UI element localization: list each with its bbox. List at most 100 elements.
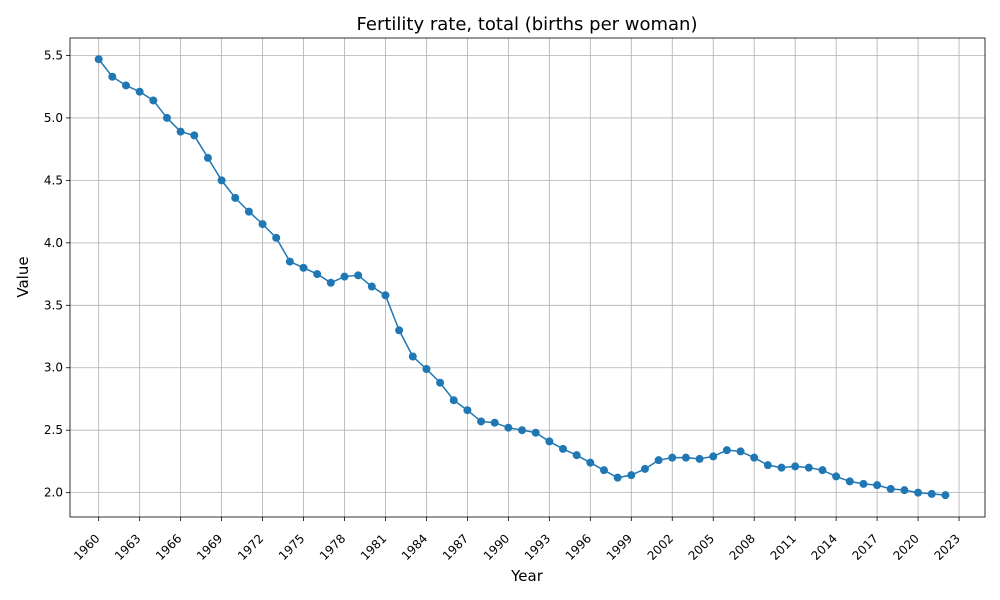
y-tick-label: 2.0 bbox=[44, 486, 63, 500]
y-tick-label: 4.5 bbox=[44, 173, 63, 187]
x-tick-label: 1966 bbox=[153, 531, 184, 562]
data-point bbox=[285, 257, 294, 266]
y-axis-label: Value bbox=[14, 256, 32, 297]
data-point bbox=[804, 463, 813, 472]
data-point bbox=[627, 471, 636, 480]
data-point bbox=[217, 176, 226, 185]
data-point bbox=[326, 278, 335, 287]
data-point bbox=[449, 396, 458, 405]
x-tick-label: 1975 bbox=[276, 531, 307, 562]
data-point bbox=[668, 453, 677, 462]
data-point bbox=[709, 452, 718, 461]
data-point bbox=[408, 352, 417, 361]
data-point bbox=[149, 96, 158, 105]
x-tick-label: 1990 bbox=[481, 531, 512, 562]
data-point bbox=[395, 326, 404, 335]
data-point bbox=[518, 426, 527, 435]
plot-area bbox=[69, 37, 986, 518]
data-point bbox=[791, 462, 800, 471]
data-point bbox=[135, 87, 144, 96]
data-point bbox=[244, 207, 253, 216]
data-point bbox=[859, 479, 868, 488]
data-point bbox=[845, 477, 854, 486]
x-tick-label: 2002 bbox=[645, 531, 676, 562]
data-point bbox=[777, 463, 786, 472]
y-tick-label: 4.0 bbox=[44, 236, 63, 250]
x-tick-label: 1978 bbox=[317, 531, 348, 562]
data-point bbox=[340, 272, 349, 281]
data-point bbox=[586, 458, 595, 467]
data-point bbox=[832, 472, 841, 481]
data-point bbox=[108, 72, 117, 81]
data-point bbox=[354, 271, 363, 280]
x-tick-label: 2008 bbox=[727, 531, 758, 562]
data-point bbox=[313, 270, 322, 279]
data-point bbox=[572, 451, 581, 460]
data-point bbox=[914, 488, 923, 497]
data-point bbox=[436, 378, 445, 387]
x-tick-label: 2017 bbox=[849, 531, 880, 562]
x-tick-label: 1969 bbox=[194, 531, 225, 562]
x-tick-label: 1996 bbox=[563, 531, 594, 562]
x-tick-label: 2023 bbox=[931, 531, 962, 562]
y-tick-label: 2.5 bbox=[44, 423, 63, 437]
chart-title: Fertility rate, total (births per woman) bbox=[357, 14, 698, 35]
x-tick-label: 1984 bbox=[399, 531, 430, 562]
data-point bbox=[763, 461, 772, 470]
data-point bbox=[531, 428, 540, 437]
x-axis-ticks: 1960 1963 1966 1969 1972 1975 1978 1981 1984 1987… bbox=[71, 517, 963, 563]
x-tick-label: 2020 bbox=[890, 531, 921, 562]
x-tick-label: 1963 bbox=[112, 531, 143, 562]
data-point bbox=[818, 466, 827, 475]
x-tick-label: 2014 bbox=[809, 531, 840, 562]
data-point bbox=[722, 446, 731, 455]
data-points bbox=[94, 55, 950, 500]
data-point bbox=[900, 486, 909, 495]
data-point bbox=[490, 418, 499, 427]
x-tick-label: 1960 bbox=[71, 531, 102, 562]
data-point bbox=[504, 423, 513, 432]
data-point bbox=[681, 453, 690, 462]
x-tick-label: 1999 bbox=[604, 531, 635, 562]
data-point bbox=[121, 81, 130, 90]
y-tick-label: 5.5 bbox=[44, 48, 63, 62]
data-point bbox=[654, 456, 663, 465]
data-point bbox=[477, 417, 486, 426]
data-point bbox=[886, 484, 895, 493]
data-point bbox=[640, 464, 649, 473]
data-point bbox=[231, 193, 240, 202]
data-point bbox=[162, 113, 171, 122]
data-point bbox=[873, 481, 882, 490]
y-axis-ticks: 2.0 2.5 3.0 3.5 4.0 4.5 5.0 5.5 bbox=[44, 48, 70, 500]
x-tick-label: 2005 bbox=[686, 531, 717, 562]
x-axis-label: Year bbox=[510, 567, 544, 585]
data-point bbox=[545, 437, 554, 446]
y-tick-label: 3.5 bbox=[44, 298, 63, 312]
data-point bbox=[695, 454, 704, 463]
y-tick-label: 3.0 bbox=[44, 361, 63, 375]
data-point bbox=[203, 153, 212, 162]
data-point bbox=[599, 466, 608, 475]
data-point bbox=[463, 406, 472, 415]
data-point bbox=[750, 453, 759, 462]
data-point bbox=[613, 473, 622, 482]
data-point bbox=[176, 127, 185, 136]
data-point bbox=[736, 447, 745, 456]
data-point bbox=[367, 282, 376, 291]
data-point bbox=[94, 55, 103, 64]
data-point bbox=[272, 233, 281, 242]
grid-lines bbox=[70, 38, 985, 517]
x-tick-label: 2011 bbox=[768, 531, 799, 562]
data-point bbox=[941, 491, 950, 500]
data-point bbox=[422, 364, 431, 373]
data-point bbox=[258, 220, 267, 229]
x-tick-label: 1993 bbox=[522, 531, 553, 562]
x-tick-label: 1981 bbox=[358, 531, 389, 562]
data-point bbox=[299, 263, 308, 272]
y-tick-label: 5.0 bbox=[44, 111, 63, 125]
data-point bbox=[927, 489, 936, 498]
x-tick-label: 1972 bbox=[235, 531, 266, 562]
x-tick-label: 1987 bbox=[440, 531, 471, 562]
data-point bbox=[559, 444, 568, 453]
